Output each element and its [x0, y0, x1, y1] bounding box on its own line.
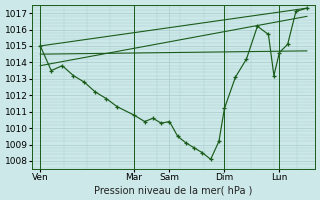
X-axis label: Pression niveau de la mer( hPa ): Pression niveau de la mer( hPa ) — [94, 185, 253, 195]
